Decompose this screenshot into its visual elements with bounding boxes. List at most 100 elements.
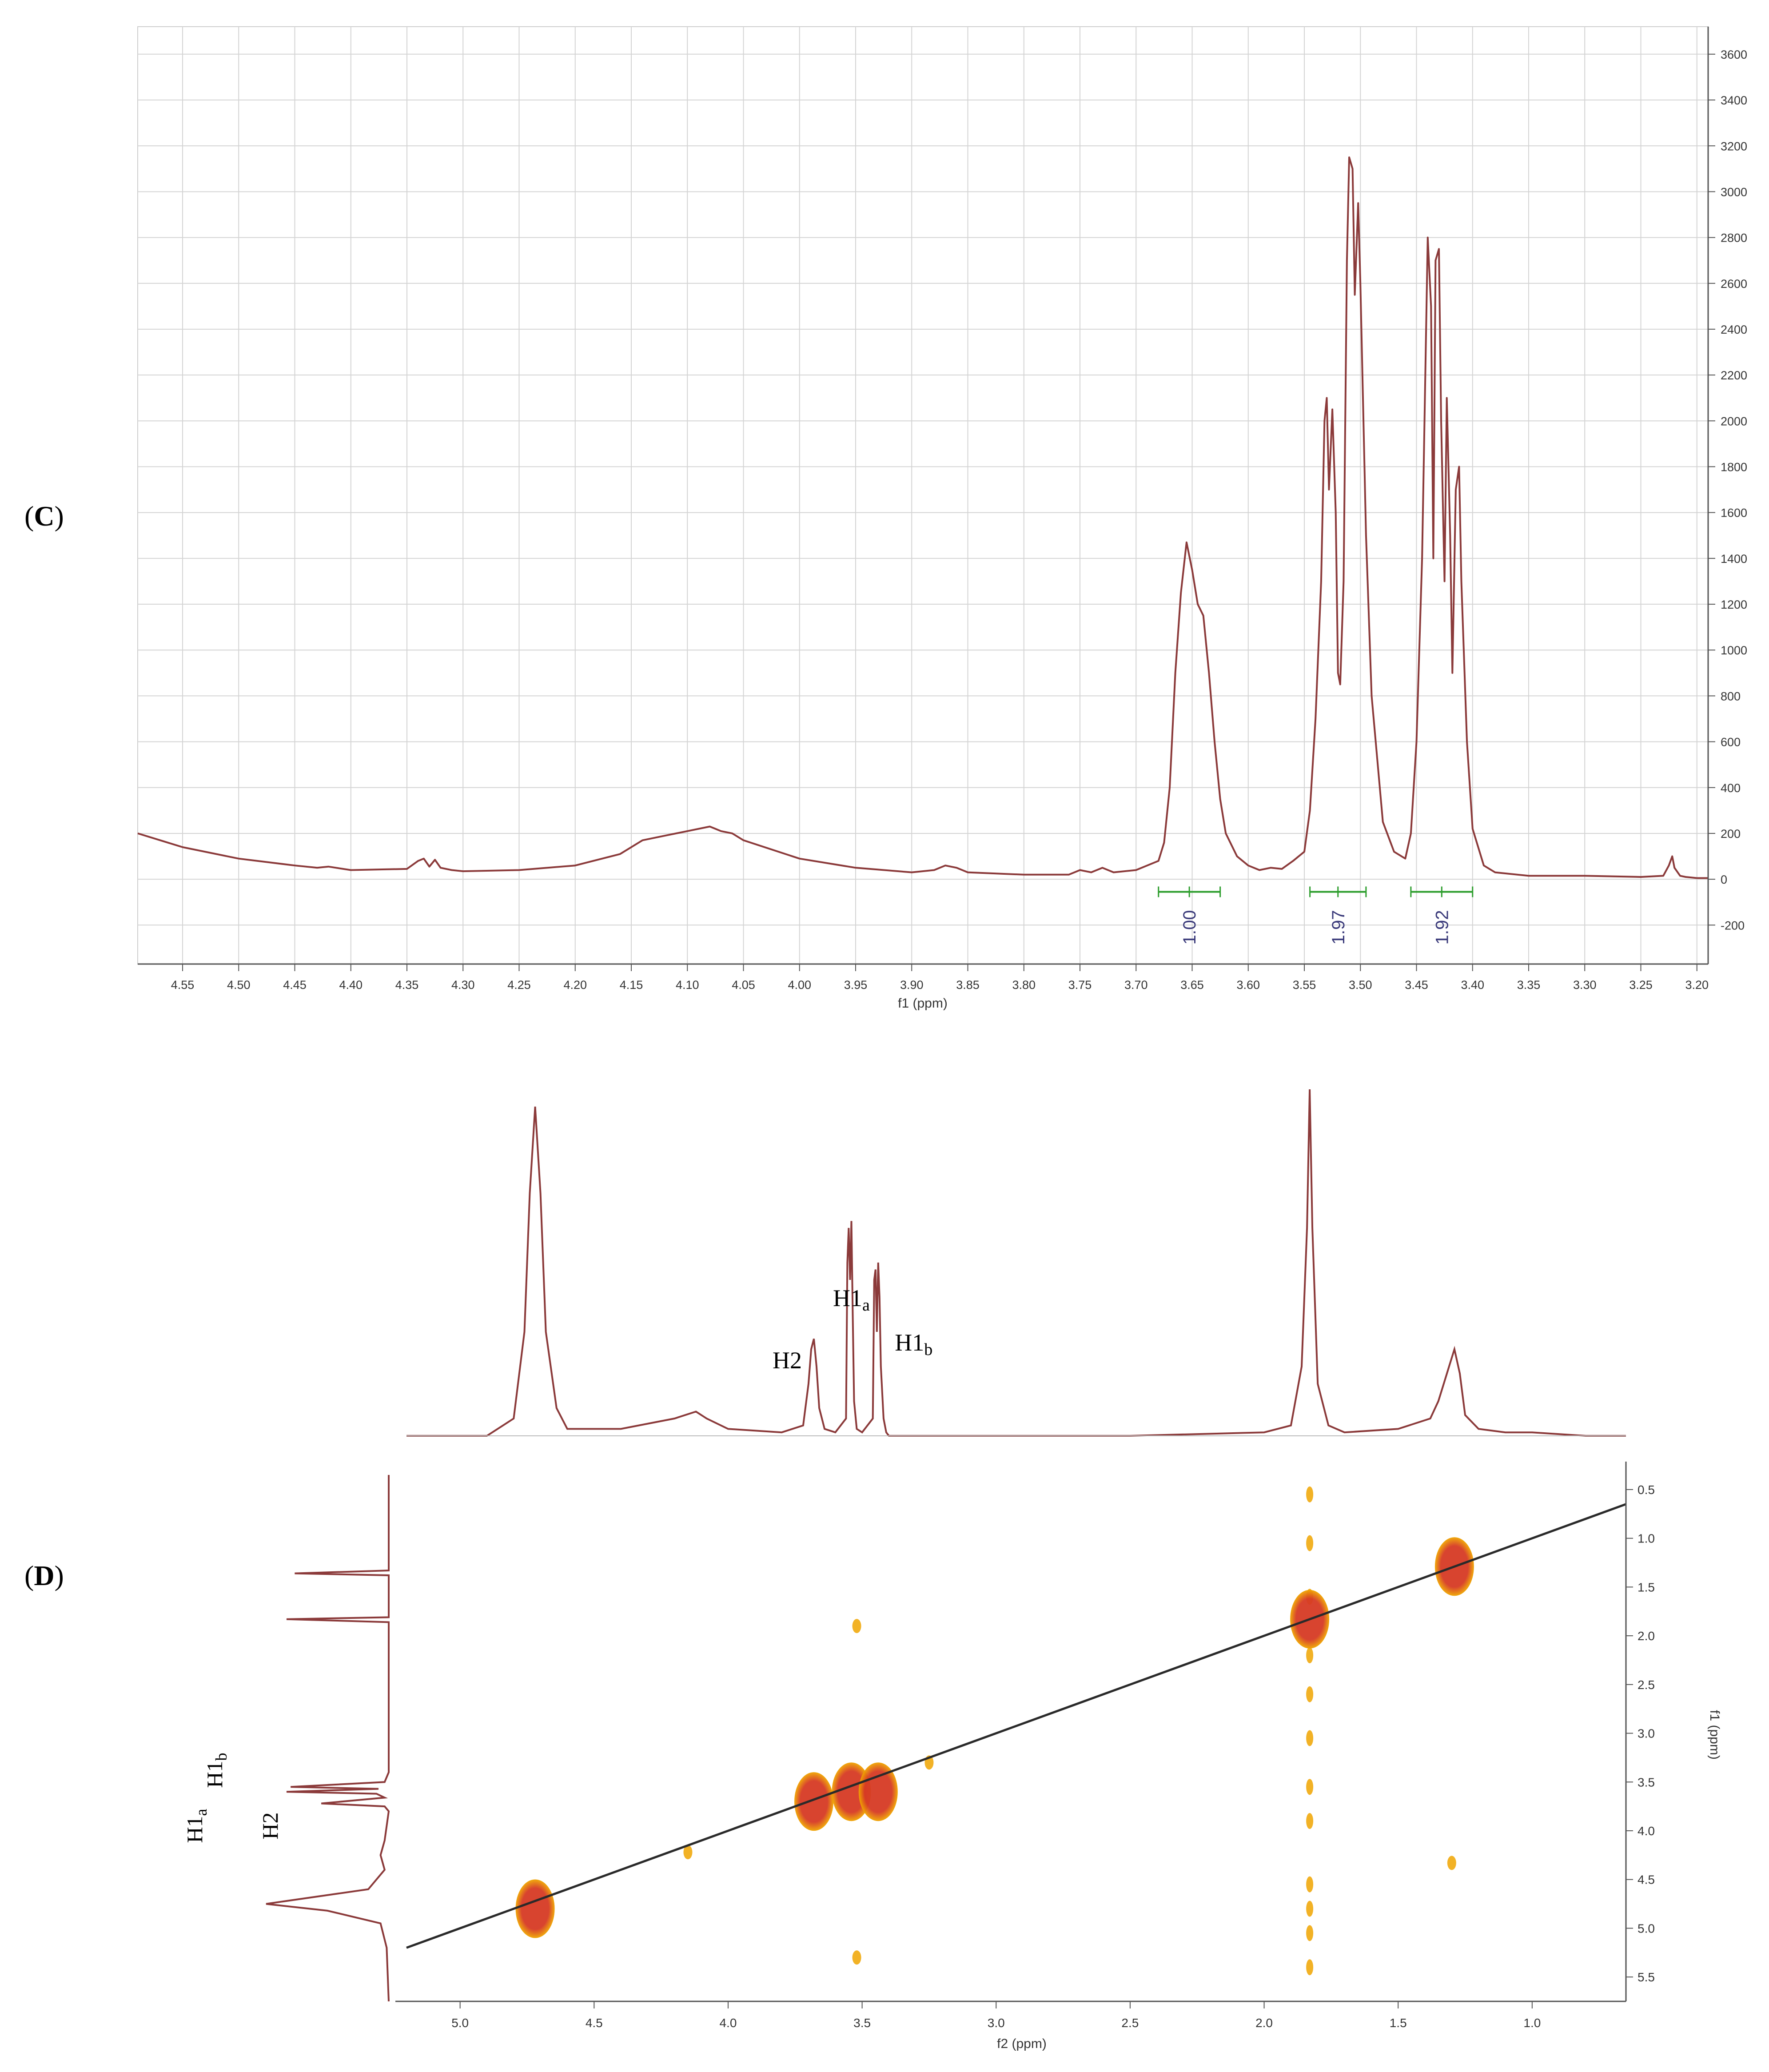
chart-d-top-annotation: H2	[773, 1347, 802, 1374]
chart-c-y-tick-label: 3400	[1721, 94, 1747, 107]
chart-c-x-tick-label: 3.35	[1517, 978, 1541, 992]
chart-d-top-annotation-main: H1	[833, 1285, 862, 1311]
chart-c-grid	[138, 27, 1708, 964]
chart-d-left-annotation-sub: b	[212, 1753, 230, 1761]
chart-c-y-tick-label: 600	[1721, 736, 1741, 749]
chart-d-top-annotation-main: H2	[773, 1347, 802, 1374]
chart-c-integral-value: 1.97	[1329, 910, 1348, 945]
chart-c-y-ticks: 3600340032003000280026002400220020001800…	[1708, 48, 1747, 932]
chart-d-x-tick-label: 3.0	[988, 2016, 1005, 2030]
chart-d-left-annotation: H1a	[182, 1809, 210, 1843]
chart-d-y-tick-label: 4.5	[1638, 1873, 1655, 1887]
panel-label-c-close: )	[54, 500, 64, 532]
chart-c-x-tick-label: 3.45	[1405, 978, 1428, 992]
chart-d-left-annotation-main: H1	[182, 1816, 207, 1843]
chart-d-top-annotation-sub: b	[924, 1340, 932, 1359]
chart-c-spectrum-line	[137, 156, 1708, 879]
chart-d-streak-dot	[1306, 1779, 1314, 1795]
chart-d-y-tick-label: 5.5	[1638, 1970, 1655, 1984]
chart-d-x-tick-label: 4.0	[719, 2016, 737, 2030]
chart-c-x-tick-label: 4.40	[339, 978, 363, 992]
chart-d-left-annotation: H1b	[202, 1753, 230, 1788]
chart-c-integrals: 1.00 1.97 1.92	[1158, 886, 1474, 945]
chart-d-cross-peak	[794, 1772, 834, 1831]
chart-c-x-tick-label: 3.25	[1629, 978, 1653, 992]
chart-c-x-tick-label: 3.70	[1124, 978, 1148, 992]
chart-c-y-tick-label: 2400	[1721, 323, 1747, 336]
chart-d-streak-dot	[1306, 1686, 1314, 1702]
chart-c-y-tick-label: 2600	[1721, 277, 1747, 291]
chart-d-y-tick-label: 0.5	[1638, 1483, 1655, 1497]
panel-label-d-letter: D	[34, 1560, 55, 1591]
chart-d-streak-dot	[1306, 1647, 1314, 1663]
chart-d-x-tick-label: 1.5	[1390, 2016, 1407, 2030]
chart-c-integral-value: 1.00	[1180, 910, 1199, 945]
chart-d-diagonal-line	[406, 1503, 1626, 1949]
chart-c-x-tick-label: 3.50	[1349, 978, 1372, 992]
chart-d-streak-dot	[1306, 1876, 1314, 1893]
chart-c-x-tick-label: 4.35	[395, 978, 419, 992]
panel-label-c-open: (	[24, 500, 34, 532]
chart-d-streak-dot	[1306, 1813, 1314, 1829]
chart-c-1h-spectrum: 4.55 4.50 4.45 4.40 4.35 4.30 4.25 4.20 4.15 4.10…	[137, 26, 1747, 1011]
chart-d-top-annotation-sub: a	[862, 1296, 870, 1315]
chart-d-y-tick-label: 3.5	[1638, 1775, 1655, 1789]
chart-d-streak-dot	[1306, 1486, 1314, 1502]
chart-c-x-tick-label: 4.55	[171, 978, 195, 992]
chart-c-x-tick-label: 3.90	[900, 978, 924, 992]
chart-c-x-tick-label: 4.15	[620, 978, 643, 992]
chart-d-left-annotation-sub: a	[192, 1809, 210, 1816]
chart-d-streak-dot	[1306, 1925, 1314, 1941]
chart-d-streak-dot	[1306, 1901, 1314, 1917]
chart-d-x-ticks: 5.0 4.5 4.0 3.5 3.0 2.5 2.0 1.5 1.0	[451, 2001, 1541, 2030]
chart-c-x-tick-label: 4.45	[283, 978, 307, 992]
chart-d-left-annotation-main: H1	[202, 1761, 227, 1788]
chart-c-x-tick-label: 3.60	[1236, 978, 1260, 992]
chart-c-x-tick-label: 3.20	[1685, 978, 1709, 992]
chart-d-x-tick-label: 5.0	[451, 2016, 469, 2030]
chart-c-y-tick-label: 800	[1721, 689, 1741, 703]
chart-d-cross-peak	[1290, 1590, 1330, 1649]
chart-c-x-tick-label: 3.40	[1461, 978, 1484, 992]
chart-d-streak-dot	[1306, 1535, 1314, 1551]
chart-d-left-projection	[266, 1475, 390, 2002]
chart-d-x-tick-label: 4.5	[586, 2016, 603, 2030]
chart-c-x-axis-label: f1 (ppm)	[898, 996, 948, 1011]
chart-c-x-tick-label: 3.80	[1012, 978, 1036, 992]
chart-c-y-tick-label: 2800	[1721, 231, 1747, 245]
chart-d-cross-peak	[515, 1879, 555, 1938]
chart-d-top-annotation: H1a	[833, 1285, 870, 1315]
chart-d-cross-peak	[852, 1619, 861, 1634]
chart-c-y-tick-label: 1200	[1721, 598, 1747, 611]
chart-c-x-tick-label: 3.95	[844, 978, 868, 992]
chart-d-y-tick-label: 1.5	[1638, 1580, 1655, 1594]
chart-d-y-axis-label: f1 (ppm)	[1707, 1710, 1722, 1760]
chart-c-x-tick-label: 4.00	[788, 978, 811, 992]
chart-c-x-tick-label: 4.30	[451, 978, 475, 992]
chart-d-top-projection	[406, 1089, 1626, 1437]
chart-d-streak-dot	[1306, 1959, 1314, 1976]
chart-d-y-tick-label: 2.5	[1638, 1678, 1655, 1692]
chart-d-cross-peak	[683, 1845, 693, 1860]
chart-c-y-tick-label: 400	[1721, 781, 1741, 795]
chart-c-y-tick-label: 1400	[1721, 552, 1747, 566]
chart-d-x-tick-label: 2.0	[1255, 2016, 1273, 2030]
chart-d-y-tick-label: 2.0	[1638, 1629, 1655, 1643]
chart-c-y-tick-label: 1000	[1721, 644, 1747, 657]
chart-c-y-tick-label: 2000	[1721, 414, 1747, 428]
chart-d-cross-peaks	[515, 1537, 1474, 1965]
chart-c-y-tick-label: 3600	[1721, 48, 1747, 61]
chart-d-cross-peak	[1434, 1537, 1474, 1596]
chart-d-y-tick-label: 1.0	[1638, 1532, 1655, 1546]
chart-d-top-annotation-main: H1	[895, 1329, 924, 1356]
chart-c-y-tick-label: 0	[1721, 873, 1727, 886]
chart-c-x-tick-label: 4.05	[732, 978, 755, 992]
chart-c-x-tick-label: 3.55	[1293, 978, 1316, 992]
chart-c-x-tick-label: 4.10	[676, 978, 699, 992]
chart-d-y-tick-label: 3.0	[1638, 1727, 1655, 1741]
chart-d-x-axis-label: f2 (ppm)	[997, 2036, 1047, 2051]
chart-c-y-tick-label: 2200	[1721, 369, 1747, 382]
chart-d-streak-dot	[1306, 1730, 1314, 1746]
chart-d-x-tick-label: 2.5	[1121, 2016, 1139, 2030]
